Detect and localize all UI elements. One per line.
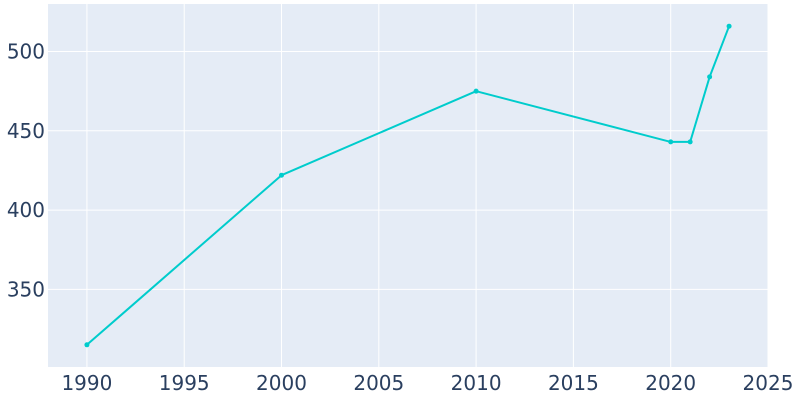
x-tick-label: 2010	[451, 371, 502, 395]
y-tick-label: 350	[7, 277, 45, 301]
y-axis-tick-labels: 350 400 450 500	[7, 40, 45, 302]
data-point	[707, 74, 713, 80]
y-tick-label: 400	[7, 198, 45, 222]
data-point	[687, 139, 693, 145]
series-layer	[84, 23, 732, 348]
data-point	[668, 139, 674, 145]
x-tick-label: 2025	[743, 371, 794, 395]
data-point	[473, 88, 479, 94]
x-tick-label: 2015	[548, 371, 599, 395]
x-gridlines	[86, 4, 769, 367]
data-point	[279, 172, 285, 178]
data-point	[84, 342, 90, 348]
y-tick-label: 500	[7, 40, 45, 64]
x-tick-label: 2000	[256, 371, 307, 395]
y-tick-label: 450	[7, 119, 45, 143]
x-tick-label: 2020	[645, 371, 696, 395]
x-tick-label: 1995	[159, 371, 210, 395]
data-point	[726, 23, 732, 29]
x-axis-tick-labels: 1990 1995 2000 2005 2010 2015 2020 2025	[61, 371, 793, 395]
x-tick-label: 2005	[353, 371, 404, 395]
x-tick-label: 1990	[61, 371, 112, 395]
plot-background	[48, 4, 768, 367]
y-gridlines	[48, 51, 768, 290]
